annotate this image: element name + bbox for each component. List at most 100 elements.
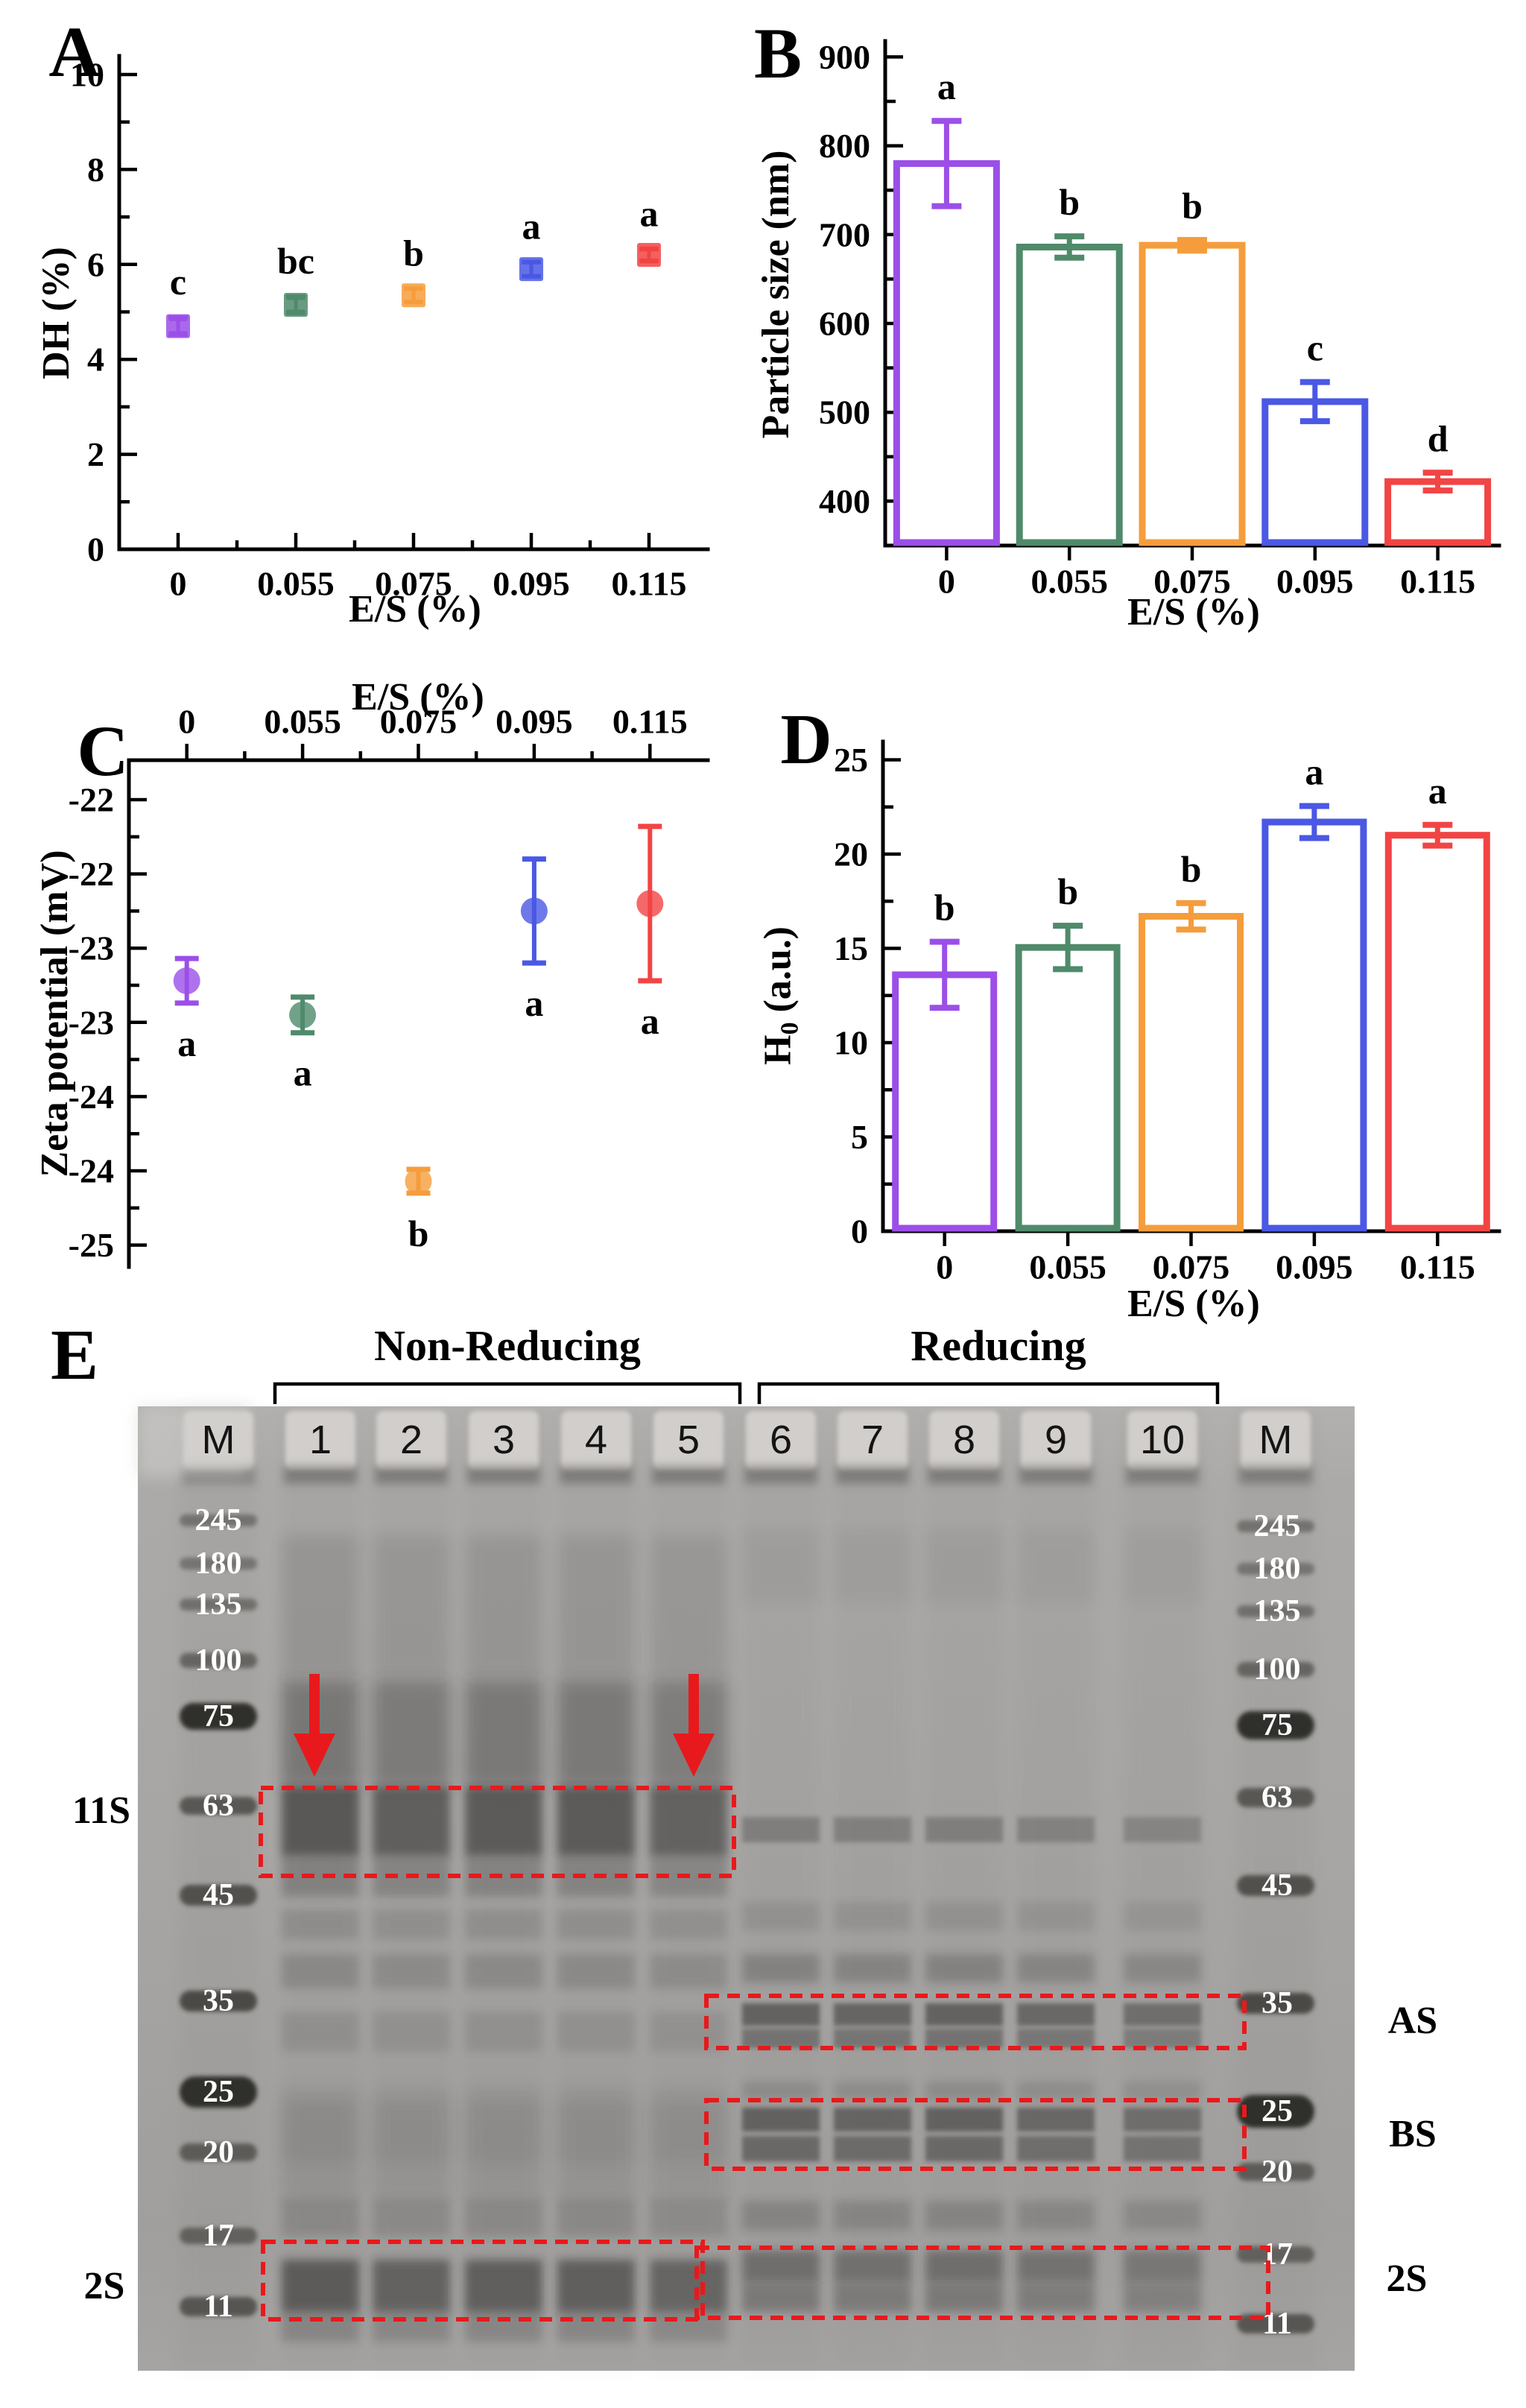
x-tick-label: 0.115 bbox=[612, 565, 687, 603]
marker-band bbox=[1237, 1711, 1314, 1739]
protein-band bbox=[742, 2284, 820, 2312]
protein-band bbox=[557, 1681, 635, 1787]
y-tick-label: 0 bbox=[87, 531, 104, 569]
protein-band bbox=[1124, 2108, 1201, 2132]
marker-band bbox=[1237, 1563, 1314, 1575]
protein-band bbox=[650, 1954, 727, 1988]
gel-well bbox=[1241, 1411, 1311, 1470]
y-tick-label: -22 bbox=[69, 855, 114, 893]
protein-band bbox=[1017, 2082, 1095, 2099]
panel-c-plot: -22 -22 -23 -23 -24 -24 -25 0 0.055 0.075 0.095 0.1… bbox=[69, 703, 710, 1269]
protein-band bbox=[925, 1529, 1003, 1602]
marker-band bbox=[180, 2076, 257, 2108]
protein-band bbox=[834, 2201, 911, 2230]
marker-value-label: 20 bbox=[203, 2135, 234, 2170]
y-tick-label: 20 bbox=[834, 835, 868, 873]
protein-band bbox=[742, 2201, 820, 2230]
protein-band bbox=[742, 2003, 820, 2026]
bar bbox=[1384, 832, 1490, 1232]
protein-band bbox=[1017, 2201, 1095, 2230]
y-tick-label: 2 bbox=[87, 435, 104, 473]
marker-band bbox=[1237, 1662, 1314, 1677]
significance-letter: a bbox=[525, 982, 543, 1024]
protein-band bbox=[282, 1909, 359, 1939]
protein-band bbox=[465, 2312, 542, 2342]
y-tick-label: -23 bbox=[69, 929, 114, 967]
protein-band bbox=[557, 2260, 635, 2312]
protein-band bbox=[373, 2012, 450, 2051]
protein-band bbox=[465, 2199, 542, 2236]
marker-band bbox=[180, 1797, 257, 1815]
significance-letter: a bbox=[177, 1023, 196, 1064]
x-tick-label: 0.095 bbox=[1276, 1248, 1353, 1286]
gel-lane-label: M bbox=[202, 1418, 235, 1462]
protein-band bbox=[742, 2082, 820, 2099]
protein-band bbox=[1017, 1817, 1095, 1842]
marker-value-label: 100 bbox=[195, 1643, 242, 1678]
protein-band bbox=[373, 2260, 450, 2312]
protein-band bbox=[373, 1535, 450, 1677]
protein-band bbox=[925, 2082, 1003, 2099]
marker-band bbox=[180, 1991, 257, 2012]
panel-d-plot: 0 5 10 15 20 25 0 0.055 0.075 0.095 0.115 b b b a a bbox=[834, 739, 1501, 1286]
protein-band bbox=[465, 2102, 542, 2161]
protein-band bbox=[742, 1902, 820, 1930]
protein-band bbox=[834, 1954, 911, 1982]
marker-value-label: 180 bbox=[195, 1546, 242, 1581]
gel-well-shadow bbox=[560, 1466, 633, 1484]
bar bbox=[1139, 241, 1246, 546]
protein-band bbox=[557, 2312, 635, 2342]
protein-band bbox=[742, 2251, 820, 2282]
protein-band bbox=[650, 1909, 727, 1939]
protein-band bbox=[1017, 2003, 1095, 2026]
gel-well bbox=[1127, 1411, 1197, 1470]
red-dashed-box bbox=[259, 1786, 736, 1878]
protein-band bbox=[373, 1681, 450, 1787]
protein-band bbox=[557, 2102, 635, 2161]
marker-band bbox=[180, 1653, 257, 1668]
significance-letter: a bbox=[937, 66, 956, 107]
scatter-point bbox=[636, 890, 664, 917]
top-x-tick-label: 0.095 bbox=[496, 703, 573, 741]
reducing-bracket bbox=[757, 1382, 1220, 1404]
panel-d-xlabel: E/S (%) bbox=[1127, 1283, 1260, 1325]
marker-band bbox=[180, 1599, 257, 1611]
gel-well bbox=[285, 1411, 355, 1470]
panel-e-letter: E bbox=[50, 1315, 99, 1394]
significance-letter: b bbox=[934, 887, 955, 929]
y-tick-label: 6 bbox=[87, 245, 104, 283]
marker-value-label: 63 bbox=[1261, 1780, 1293, 1815]
significance-letter: b bbox=[1181, 848, 1202, 890]
x-tick-label: 0 bbox=[170, 565, 187, 603]
panel-d-ylabel: H0 (a.u.) bbox=[756, 926, 804, 1066]
top-x-tick-label: 0.075 bbox=[380, 703, 458, 741]
significance-letter: bc bbox=[277, 240, 314, 282]
red-dashed-box bbox=[704, 1994, 1247, 2050]
gel-well bbox=[469, 1411, 539, 1470]
protein-band bbox=[465, 1681, 542, 1787]
significance-letter: a bbox=[294, 1052, 312, 1094]
marker-value-label: 180 bbox=[1254, 1552, 1301, 1586]
gel-lane-label: M bbox=[1259, 1418, 1293, 1462]
protein-band bbox=[650, 2012, 727, 2051]
protein-band bbox=[557, 1787, 635, 1856]
marker-value-label: 35 bbox=[1261, 1986, 1293, 2020]
panel-a-ylabel: DH (%) bbox=[35, 247, 77, 379]
gel-image: M 1 2 3 4 5 6 7 8 9 10 M245180135100756345352520171… bbox=[138, 1382, 1355, 2371]
gel-lane-label: 2 bbox=[400, 1418, 422, 1462]
protein-band bbox=[557, 2012, 635, 2051]
gel-well bbox=[838, 1411, 908, 1470]
gel-well-shadow bbox=[284, 1466, 357, 1484]
gel-well-shadow bbox=[1019, 1466, 1092, 1484]
gel-corner-highlight bbox=[138, 1406, 250, 1477]
protein-band bbox=[282, 2012, 359, 2051]
y-tick-label: 900 bbox=[819, 38, 870, 76]
protein-band bbox=[1017, 2136, 1095, 2161]
y-tick-label: 400 bbox=[819, 482, 870, 520]
protein-band bbox=[742, 2108, 820, 2132]
significance-letter: a bbox=[522, 206, 541, 247]
panel-c-ylabel: Zeta potential (mV) bbox=[34, 850, 76, 1178]
protein-band bbox=[1124, 2201, 1201, 2230]
gel-well-shadow bbox=[652, 1466, 725, 1484]
